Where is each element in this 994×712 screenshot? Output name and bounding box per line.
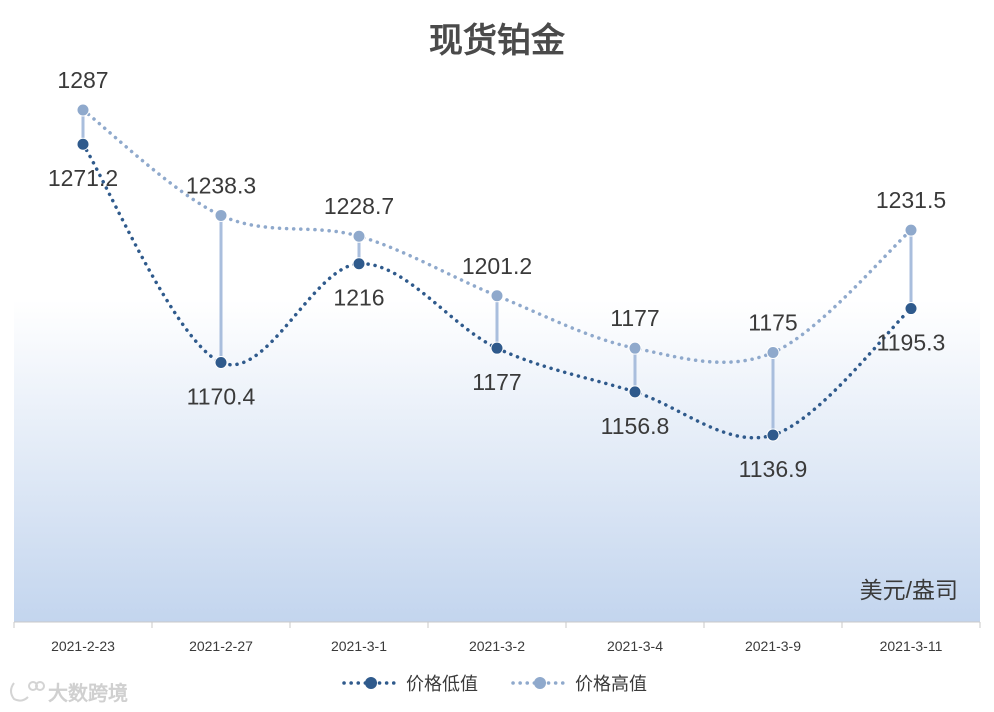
chart-title: 现货铂金 (429, 21, 566, 60)
data-point-low (76, 137, 90, 151)
data-label-high: 1228.7 (324, 193, 394, 219)
data-point-low (628, 385, 642, 399)
data-point-low (490, 341, 504, 355)
series-layer (76, 103, 918, 442)
data-label-low: 1271.2 (48, 165, 118, 191)
data-point-high (766, 346, 780, 360)
data-point-high (76, 103, 90, 117)
x-tick-label: 2021-3-1 (331, 638, 387, 654)
data-label-high: 1201.2 (462, 253, 532, 279)
unit-label: 美元/盎司 (860, 577, 958, 603)
data-label-high: 1238.3 (186, 172, 256, 198)
x-tick-label: 2021-3-2 (469, 638, 525, 654)
watermark-logo-icon (10, 681, 45, 702)
data-point-low (904, 302, 918, 316)
x-tick-label: 2021-3-11 (880, 638, 943, 654)
data-point-high (628, 341, 642, 355)
x-tick-label: 2021-2-23 (51, 638, 115, 654)
data-label-low: 1136.9 (739, 456, 808, 482)
legend-marker (365, 677, 377, 689)
legend: 价格低值 价格高值 (342, 674, 647, 694)
x-axis: 2021-2-23 2021-2-27 2021-3-1 2021-3-2 2021-3… (13, 621, 981, 654)
data-point-high (214, 208, 228, 222)
legend-item-high: 价格高值 (511, 674, 647, 694)
legend-label: 价格低值 (406, 674, 478, 694)
data-label-high: 1287 (57, 67, 108, 93)
data-label-low: 1216 (333, 285, 384, 311)
watermark: 大数跨境 (10, 681, 128, 705)
data-point-low (352, 257, 366, 271)
legend-label: 价格高值 (575, 674, 647, 694)
data-label-low: 1170.4 (187, 383, 256, 409)
data-label-low: 1177 (472, 369, 521, 395)
data-point-low (214, 355, 228, 369)
data-point-high (352, 229, 366, 243)
watermark-text: 大数跨境 (48, 681, 128, 705)
data-label-low: 1195.3 (877, 330, 946, 356)
data-label-low: 1156.8 (601, 413, 670, 439)
data-point-low (766, 428, 780, 442)
x-tick-label: 2021-3-9 (745, 638, 801, 654)
data-point-high (490, 289, 504, 303)
data-label-high: 1175 (748, 310, 797, 336)
data-point-high (904, 223, 918, 237)
x-tick-label: 2021-2-27 (189, 638, 253, 654)
legend-marker (534, 677, 546, 689)
legend-item-low: 价格低值 (342, 674, 478, 694)
data-label-high: 1177 (610, 305, 659, 331)
x-tick-label: 2021-3-4 (607, 638, 663, 654)
data-labels: 1287 1238.3 1228.7 1201.2 1177 1175 1231.5 1271… (48, 67, 946, 482)
data-label-high: 1231.5 (876, 187, 946, 213)
